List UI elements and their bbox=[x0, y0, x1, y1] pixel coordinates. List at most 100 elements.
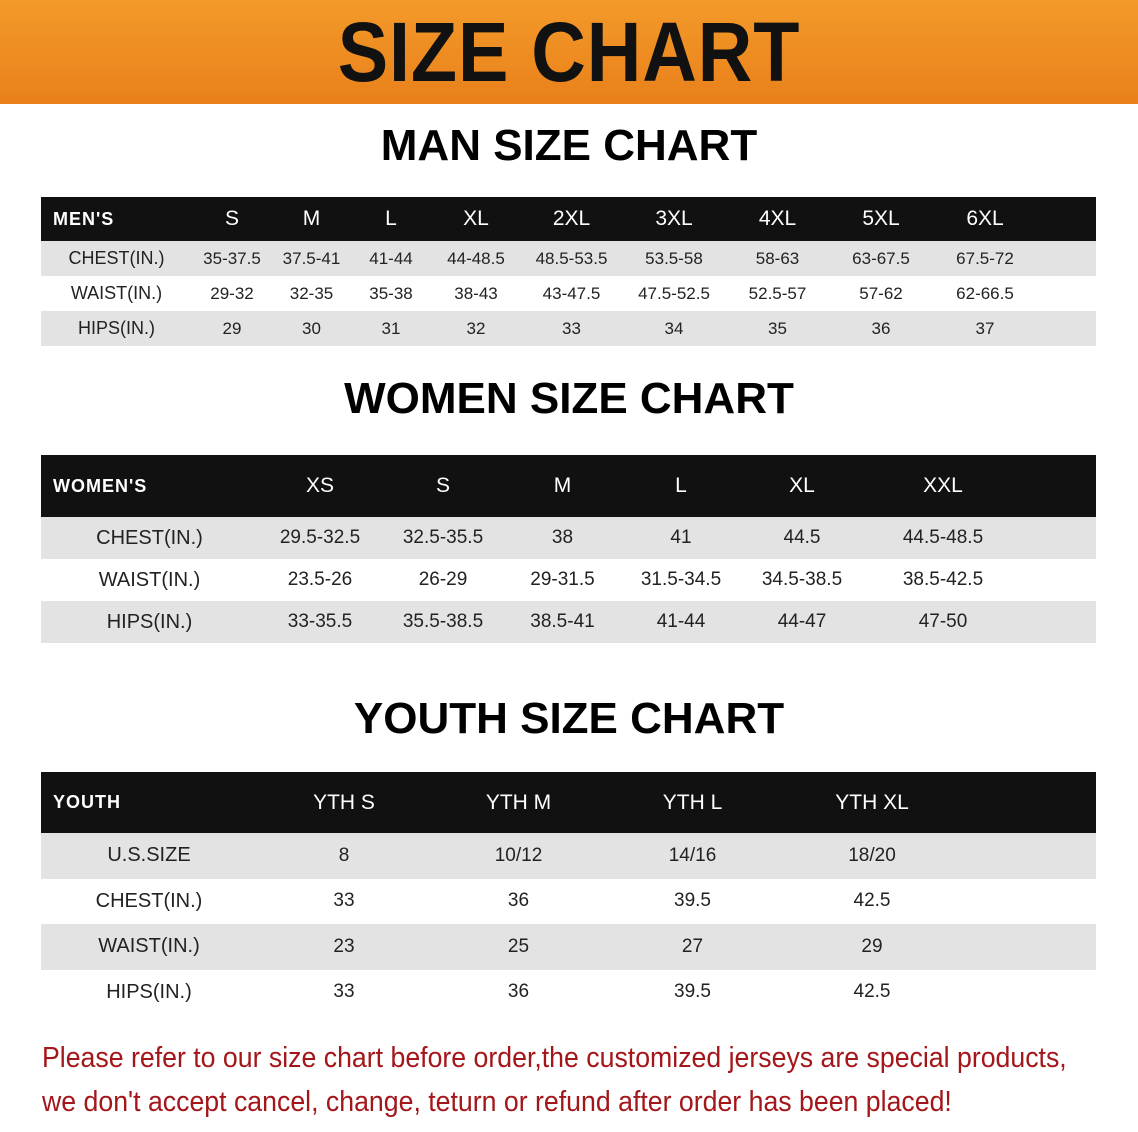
measurement-cell: 32 bbox=[466, 318, 486, 338]
size-column-header: S bbox=[435, 474, 450, 497]
measurement-cell: 62-66.5 bbox=[956, 283, 1014, 303]
measurement-cell: 35.5-38.5 bbox=[402, 611, 484, 632]
measurement-cell: 23.5-26 bbox=[287, 569, 353, 590]
men-size-table: MEN'S S M L XL 2XL 3XL 4XL 5XL 6XL CHEST(IN.) 35-37… bbox=[41, 197, 1096, 346]
size-column-header: 6XL bbox=[966, 207, 1004, 230]
size-column-header: YTH M bbox=[485, 790, 552, 814]
measurement-cell: 44-48.5 bbox=[447, 248, 505, 268]
table-row: HIPS(IN.) 33 36 39.5 42.5 bbox=[41, 969, 1096, 1015]
row-label: HIPS(IN.) bbox=[106, 980, 192, 1003]
measurement-cell: 18/20 bbox=[848, 844, 896, 866]
measurement-cell: 36 bbox=[507, 981, 530, 1003]
measurement-cell: 41-44 bbox=[369, 248, 413, 268]
measurement-cell: 39.5 bbox=[674, 890, 711, 912]
size-column-header: YTH L bbox=[662, 790, 723, 814]
size-column-header: M bbox=[553, 474, 572, 497]
notice-line: we don't accept cancel, change, teturn o… bbox=[42, 1086, 952, 1118]
row-label: HIPS(IN.) bbox=[106, 610, 193, 633]
measurement-cell: 29.5-32.5 bbox=[279, 527, 361, 548]
youth-size-table: YOUTH YTH S YTH M YTH L YTH XL U.S.SIZE 8 10/12… bbox=[41, 772, 1096, 1015]
measurement-cell: 36 bbox=[871, 318, 891, 338]
measurement-cell: 36 bbox=[507, 890, 530, 912]
notice-line: Please refer to our size chart before or… bbox=[42, 1042, 1067, 1074]
row-label: WAIST(IN.) bbox=[98, 935, 200, 958]
measurement-cell: 32.5-35.5 bbox=[402, 527, 484, 548]
measurement-cell: 38.5-42.5 bbox=[902, 569, 984, 590]
measurement-cell: 23 bbox=[333, 935, 355, 957]
row-label: HIPS(IN.) bbox=[77, 318, 155, 338]
measurement-cell: 34 bbox=[664, 318, 684, 338]
size-column-header: 4XL bbox=[758, 207, 797, 230]
table-row: CHEST(IN.) 33 36 39.5 42.5 bbox=[41, 878, 1096, 924]
measurement-cell: 63-67.5 bbox=[852, 248, 910, 268]
youth-section-title: YOUTH SIZE CHART bbox=[353, 694, 785, 743]
banner-title: SIZE CHART bbox=[337, 4, 801, 99]
size-column-header: YTH S bbox=[313, 790, 375, 814]
header-label: MEN'S bbox=[53, 208, 115, 229]
order-notice: Please refer to our size chart before or… bbox=[42, 1036, 1067, 1124]
measurement-cell: 47-50 bbox=[918, 611, 968, 632]
size-column-header: L bbox=[675, 474, 687, 497]
table-header-row: YOUTH YTH S YTH M YTH L YTH XL bbox=[41, 772, 1096, 833]
row-label: WAIST(IN.) bbox=[98, 568, 201, 591]
table-header-row: WOMEN'S XS S M L XL XXL bbox=[41, 455, 1096, 517]
size-column-header: 3XL bbox=[655, 207, 693, 230]
men-section-title: MAN SIZE CHART bbox=[380, 121, 758, 170]
size-column-header: S bbox=[224, 207, 239, 230]
table-row: HIPS(IN.) 29 30 31 32 33 34 35 36 37 bbox=[41, 311, 1096, 346]
size-column-header: L bbox=[385, 207, 397, 230]
measurement-cell: 34.5-38.5 bbox=[761, 569, 843, 590]
row-label: U.S.SIZE bbox=[107, 844, 191, 867]
women-section-title: WOMEN SIZE CHART bbox=[344, 374, 794, 423]
table-row: U.S.SIZE 8 10/12 14/16 18/20 bbox=[41, 833, 1096, 879]
measurement-cell: 32-35 bbox=[289, 283, 334, 303]
measurement-cell: 57-62 bbox=[859, 283, 903, 303]
measurement-cell: 43-47.5 bbox=[542, 283, 601, 303]
table-row: CHEST(IN.) 35-37.5 37.5-41 41-44 44-48.5 48.5… bbox=[41, 241, 1096, 276]
measurement-cell: 29 bbox=[222, 318, 242, 338]
measurement-cell: 27 bbox=[681, 935, 704, 957]
measurement-cell: 48.5-53.5 bbox=[535, 248, 608, 268]
measurement-cell: 38-43 bbox=[454, 283, 498, 303]
measurement-cell: 42.5 bbox=[853, 890, 891, 912]
measurement-cell: 8 bbox=[338, 844, 350, 866]
measurement-cell: 38 bbox=[551, 527, 574, 548]
row-label: CHEST(IN.) bbox=[96, 526, 203, 549]
measurement-cell: 39.5 bbox=[674, 981, 711, 1003]
measurement-cell: 58-63 bbox=[755, 248, 800, 268]
measurement-cell: 41 bbox=[670, 527, 692, 548]
size-column-header: YTH XL bbox=[835, 790, 909, 814]
measurement-cell: 42.5 bbox=[853, 981, 891, 1003]
measurement-cell: 14/16 bbox=[668, 844, 717, 866]
table-row: WAIST(IN.) 29-32 32-35 35-38 38-43 43-47.5 47.… bbox=[41, 276, 1096, 311]
measurement-cell: 35-37.5 bbox=[203, 248, 261, 268]
header-label: WOMEN'S bbox=[53, 475, 148, 496]
measurement-cell: 30 bbox=[302, 318, 321, 338]
size-column-header: XS bbox=[305, 474, 334, 497]
measurement-cell: 37.5-41 bbox=[282, 248, 341, 268]
header-label: YOUTH bbox=[53, 792, 121, 812]
measurement-cell: 33 bbox=[562, 318, 581, 338]
table-row: WAIST(IN.) 23 25 27 29 bbox=[41, 924, 1096, 970]
banner: SIZE CHART bbox=[0, 0, 1138, 104]
measurement-cell: 29-32 bbox=[210, 283, 254, 303]
measurement-cell: 26-29 bbox=[418, 569, 468, 590]
measurement-cell: 33 bbox=[333, 890, 355, 912]
measurement-cell: 41-44 bbox=[656, 611, 706, 632]
measurement-cell: 38.5-41 bbox=[530, 611, 595, 632]
measurement-cell: 31.5-34.5 bbox=[640, 569, 722, 590]
measurement-cell: 44.5-48.5 bbox=[902, 527, 984, 548]
measurement-cell: 44-47 bbox=[777, 611, 827, 632]
size-column-header: XL bbox=[789, 474, 815, 497]
measurement-cell: 25 bbox=[507, 935, 530, 957]
measurement-cell: 10/12 bbox=[494, 844, 543, 866]
measurement-cell: 29 bbox=[861, 935, 883, 957]
size-column-header: 2XL bbox=[552, 207, 591, 230]
measurement-cell: 33 bbox=[333, 981, 355, 1003]
row-label: WAIST(IN.) bbox=[70, 283, 163, 303]
table-row: WAIST(IN.) 23.5-26 26-29 29-31.5 31.5-34.5 34… bbox=[41, 559, 1096, 601]
table-row: HIPS(IN.) 33-35.5 35.5-38.5 38.5-41 41-44 44-… bbox=[41, 601, 1096, 643]
row-label: CHEST(IN.) bbox=[95, 889, 203, 912]
size-column-header: XXL bbox=[923, 474, 963, 497]
measurement-cell: 44.5 bbox=[783, 527, 821, 548]
